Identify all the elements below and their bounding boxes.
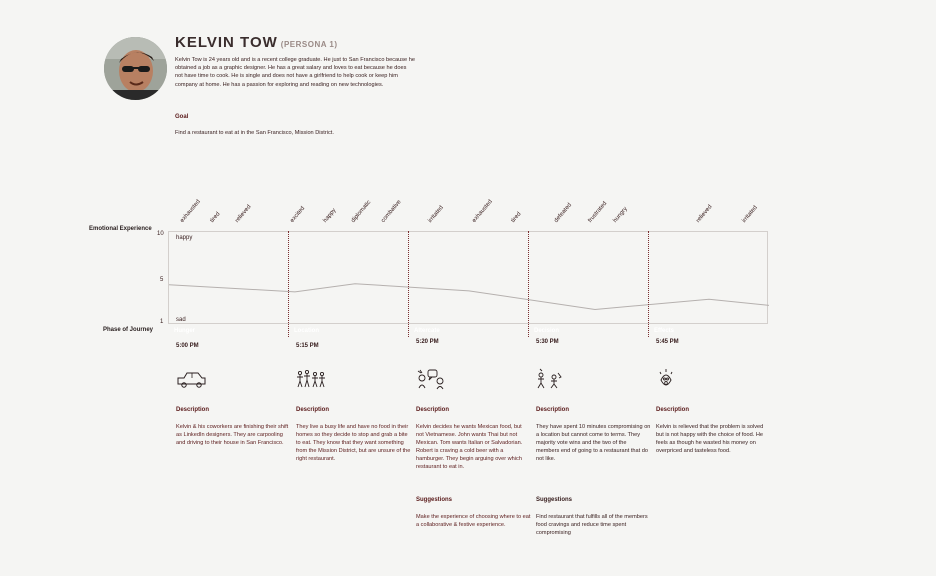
car-icon: [177, 372, 206, 388]
emotional-experience-label: Emotional Experience: [89, 226, 152, 232]
emotion-label: tired: [510, 211, 523, 224]
time-decision: 5:30 PM: [536, 339, 559, 345]
time-location: 5:15 PM: [296, 343, 319, 349]
description-location: They live a busy life and have no food i…: [296, 424, 411, 463]
phase-altercate: Altercate: [414, 328, 440, 334]
description-heading: Description: [416, 407, 450, 413]
goal-heading: Goal: [175, 114, 189, 120]
goal-text: Find a restaurant to eat at in the San F…: [175, 130, 334, 136]
argument-icon: [417, 369, 444, 390]
emotion-label: relieved: [234, 204, 253, 224]
emotion-label: relieved: [695, 204, 714, 224]
emotion-label: happy: [322, 207, 338, 224]
persona-name-text: KELVIN TOW: [175, 34, 278, 51]
description-heading: Description: [536, 407, 570, 413]
sad-annotation: sad: [176, 317, 186, 323]
description-heading: Description: [296, 407, 330, 413]
suggestions-decision: Find restaurant that fulfills all of the…: [536, 514, 648, 537]
phase-of-journey-label: Phase of Journey: [103, 327, 154, 333]
y-tick-10: 10: [157, 231, 164, 237]
time-hunger: 5:00 PM: [176, 343, 199, 349]
emotion-label: excited: [289, 205, 307, 224]
suggestions-heading: Suggestions: [416, 497, 453, 503]
phase-divider: [528, 231, 529, 337]
y-tick-5: 5: [160, 277, 164, 283]
persona-tag: (PERSONA 1): [280, 40, 338, 49]
phase-location: Location: [294, 328, 319, 334]
happy-annotation: happy: [176, 235, 193, 241]
persona-photo: [104, 37, 167, 100]
phase-divider: [288, 231, 289, 337]
emotion-label: combative: [380, 199, 403, 224]
phase-effects: Effects: [654, 328, 675, 334]
emotion-label: irritated: [741, 204, 759, 224]
time-effects: 5:45 PM: [656, 339, 679, 345]
phase-divider: [648, 231, 649, 337]
shocked-face-icon: [659, 369, 673, 386]
time-altercate: 5:20 PM: [416, 339, 439, 345]
description-effects: Kelvin is relieved that the problem is s…: [656, 424, 764, 455]
emotion-label: frustrated: [587, 200, 609, 224]
avatar: [104, 37, 167, 100]
description-altercate: Kelvin decides he wants Mexican food, bu…: [416, 424, 523, 471]
suggestions-heading: Suggestions: [536, 497, 573, 503]
description-heading: Description: [656, 407, 690, 413]
people-walking-icon: [297, 369, 325, 388]
emotion-label: exhausted: [179, 198, 202, 224]
emotion-line: [169, 283, 769, 311]
emotion-label: defeated: [553, 202, 574, 224]
emotion-chart-svg: [169, 283, 769, 311]
emotion-label: irritated: [427, 204, 445, 224]
emotion-chart: [168, 231, 769, 324]
emotion-label: hungry: [612, 206, 629, 224]
description-decision: They have spent 10 minutes compromising …: [536, 424, 651, 463]
emotion-label: tired: [209, 211, 222, 224]
phase-decision: Decision: [534, 328, 560, 334]
persona-name: KELVIN TOW (PERSONA 1): [175, 34, 338, 51]
phase-bar: Hunger Location Altercate Decision Effec…: [168, 325, 768, 337]
emotion-label: diplomatic: [350, 199, 373, 224]
description-heading: Description: [176, 407, 210, 413]
voting-icon: [537, 368, 562, 389]
suggestions-altercate: Make the experience of choosing where to…: [416, 514, 531, 529]
persona-bio: Kelvin Tow is 24 years old and is a rece…: [175, 57, 415, 88]
phase-divider: [408, 231, 409, 337]
phase-hunger: Hunger: [174, 328, 195, 334]
y-tick-1: 1: [160, 319, 164, 325]
description-hunger: Kelvin & his coworkers are finishing the…: [176, 424, 289, 447]
emotion-label: exhausted: [471, 198, 494, 224]
